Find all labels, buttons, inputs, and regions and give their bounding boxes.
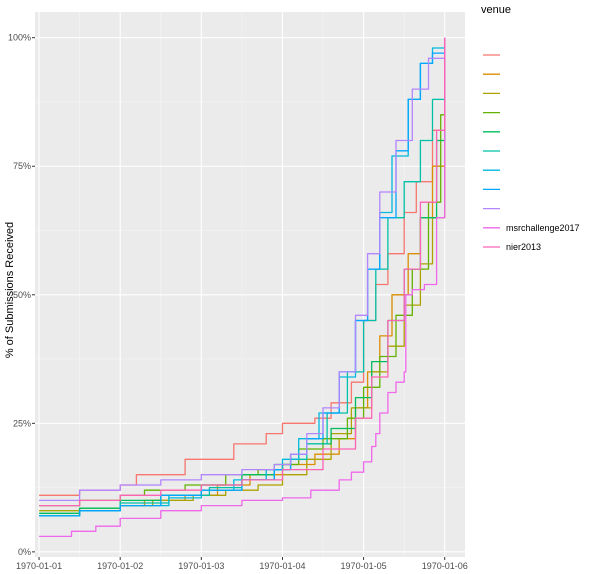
plot-panel xyxy=(35,12,465,557)
series-line-msrchallenge2017 xyxy=(39,37,446,538)
legend-title: venue xyxy=(481,4,511,16)
legend-label: nier2013 xyxy=(506,242,541,252)
series-layer xyxy=(39,37,446,538)
y-tick-label: 50% xyxy=(13,290,31,300)
x-tick-label: 1970-01-02 xyxy=(97,561,143,571)
x-tick-label: 1970-01-06 xyxy=(422,561,468,571)
series-line-venue-1 xyxy=(39,37,446,496)
legend: msrchallenge2017 nier2013 xyxy=(483,54,580,252)
y-tick-label: 0% xyxy=(18,547,31,557)
x-tick-label: 1970-01-03 xyxy=(178,561,224,571)
y-axis: 0% 25% 50% 75% 100% xyxy=(8,33,35,557)
x-tick-label: 1970-01-01 xyxy=(16,561,62,571)
x-tick-label: 1970-01-04 xyxy=(259,561,305,571)
grid-major xyxy=(35,12,465,557)
x-tick-label: 1970-01-05 xyxy=(341,561,387,571)
series-line-nier2013 xyxy=(39,37,446,507)
y-tick-label: 25% xyxy=(13,418,31,428)
x-axis: 1970-01-01 1970-01-02 1970-01-03 1970-01-04… xyxy=(16,557,468,571)
series-line-venue-9 xyxy=(39,37,446,502)
y-tick-label: 100% xyxy=(8,33,31,43)
grid-minor xyxy=(35,12,465,557)
series-line-venue-2 xyxy=(39,37,446,517)
y-tick-label: 75% xyxy=(13,161,31,171)
legend-label: msrchallenge2017 xyxy=(506,223,580,233)
y-axis-title: % of Submissions Received xyxy=(4,222,16,358)
